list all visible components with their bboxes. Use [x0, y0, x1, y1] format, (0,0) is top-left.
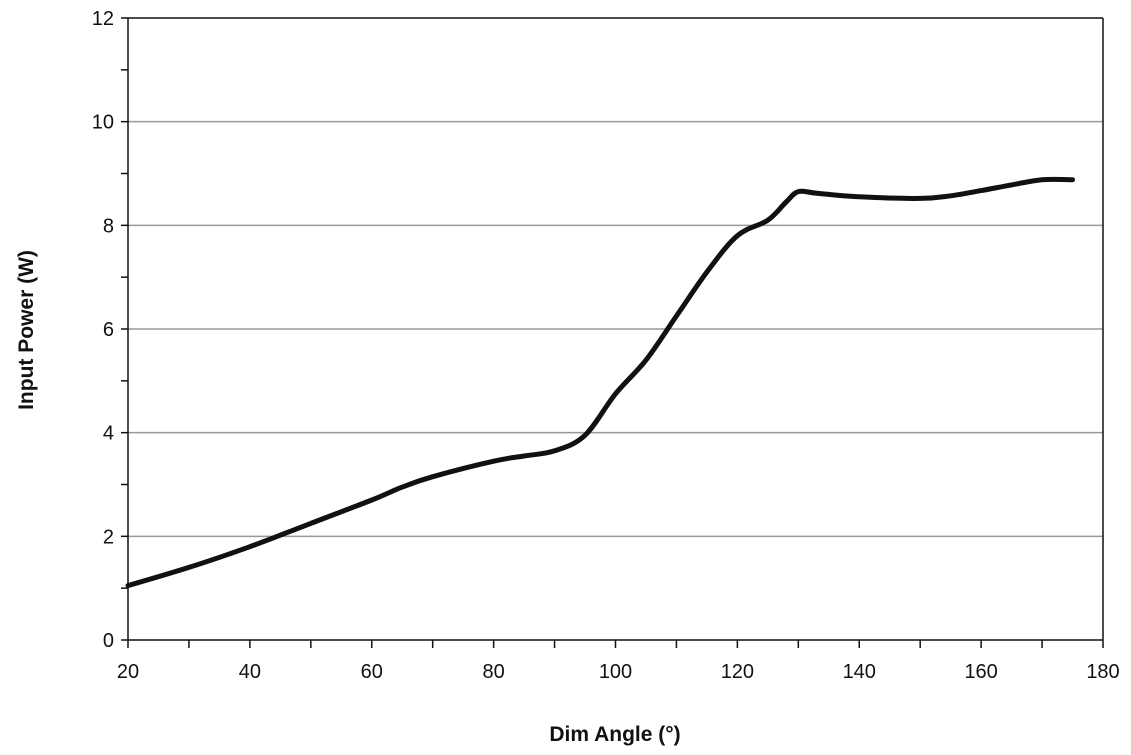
- y-tick-label: 10: [92, 112, 114, 134]
- tick-marks: [121, 17, 1104, 648]
- x-tick-label: 20: [117, 661, 139, 683]
- y-tick-label: 0: [103, 630, 114, 652]
- gridlines: [128, 120, 1103, 538]
- x-tick-label: 100: [599, 661, 632, 683]
- y-tick-label: 8: [103, 215, 114, 237]
- x-axis-title: Dim Angle (°): [549, 723, 680, 746]
- x-tick-labels: 20 40 60 80 100 120 140 160 180: [117, 661, 1120, 683]
- y-axis-title: Input Power (W): [15, 250, 38, 410]
- series-line: [125, 176, 1075, 589]
- y-tick-labels: 0 2 4 6 8 10 12: [92, 8, 114, 652]
- x-tick-label: 80: [483, 661, 505, 683]
- x-tick-label: 60: [361, 661, 383, 683]
- y-tick-label: 2: [103, 526, 114, 548]
- x-tick-label: 160: [964, 661, 997, 683]
- x-tick-label: 180: [1086, 661, 1119, 683]
- plot-area: [125, 176, 1075, 589]
- y-tick-label: 6: [103, 319, 114, 341]
- y-tick-label: 4: [103, 423, 114, 445]
- y-tick-label: 12: [92, 8, 114, 30]
- x-tick-label: 40: [239, 661, 261, 683]
- x-tick-label: 140: [843, 661, 876, 683]
- x-tick-label: 120: [721, 661, 754, 683]
